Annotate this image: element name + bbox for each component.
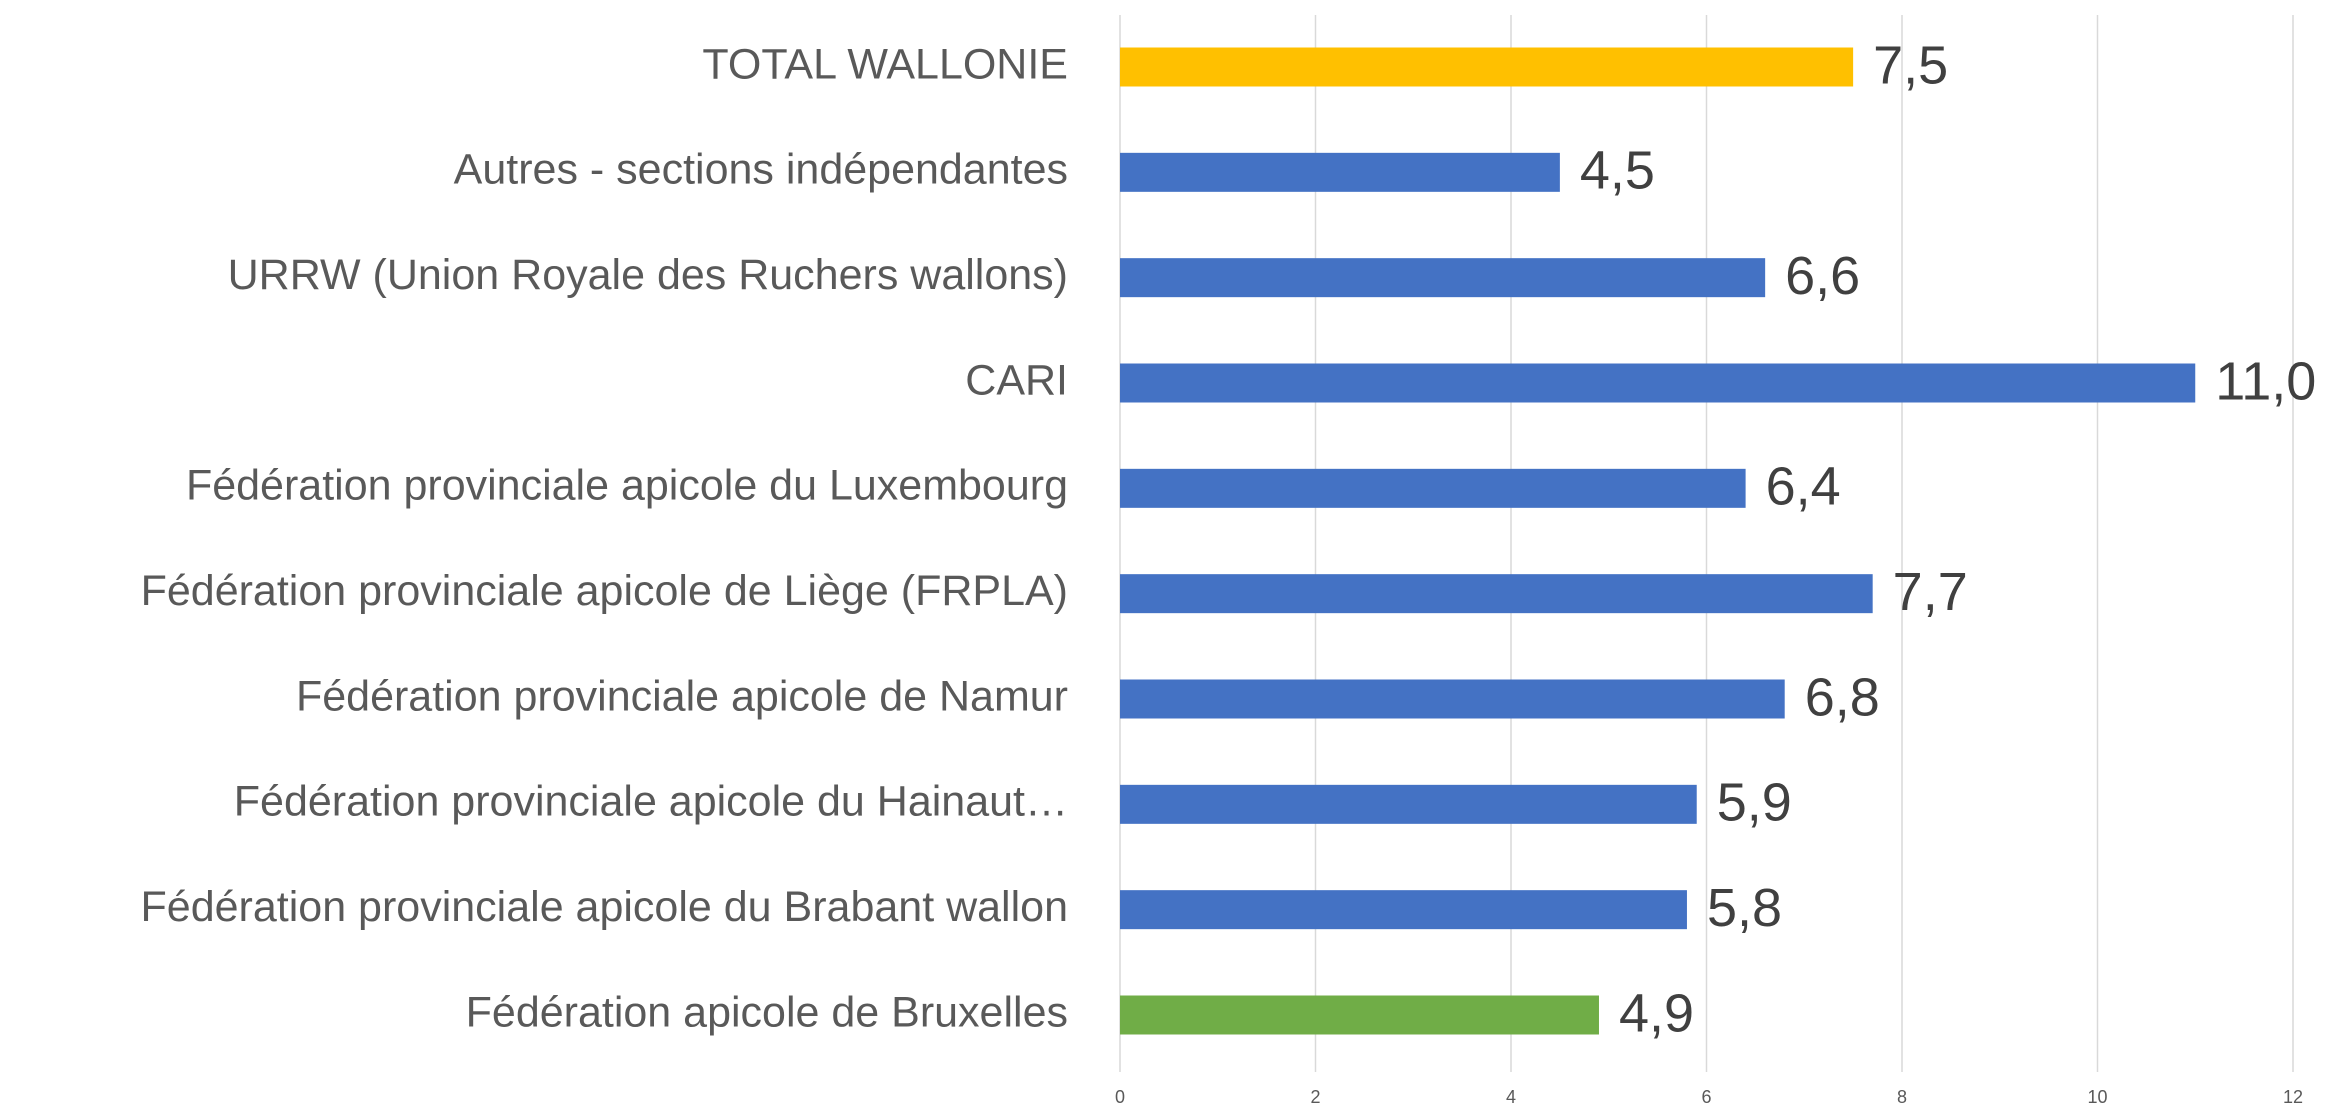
value-label: 7,5 [1873, 35, 1948, 95]
bar [1120, 47, 1854, 87]
value-label: 11,0 [2215, 351, 2316, 411]
value-label: 6,4 [1766, 457, 1841, 517]
bar [1120, 995, 1599, 1035]
x-tick-label: 0 [1115, 1087, 1125, 1107]
x-tick-label: 8 [1897, 1087, 1907, 1107]
bar [1120, 890, 1687, 930]
bar [1120, 574, 1873, 614]
x-tick-label: 6 [1701, 1087, 1711, 1107]
bar [1120, 258, 1766, 298]
value-label: 5,8 [1707, 878, 1782, 938]
category-label: Fédération provinciale apicole de Liège … [141, 567, 1068, 615]
x-tick-label: 12 [2283, 1087, 2303, 1107]
bar [1120, 363, 2196, 403]
bar [1120, 784, 1697, 824]
category-label: Fédération apicole de Bruxelles [466, 988, 1068, 1036]
category-label: Autres - sections indépendantes [454, 146, 1068, 194]
bar [1120, 152, 1560, 192]
value-label: 6,8 [1805, 667, 1880, 727]
category-label: CARI [965, 356, 1068, 404]
category-label: TOTAL WALLONIE [702, 40, 1068, 88]
bar [1120, 679, 1785, 719]
value-label: 4,5 [1580, 141, 1655, 201]
value-label: 4,9 [1619, 983, 1694, 1043]
category-label: Fédération provinciale apicole du Braban… [141, 883, 1068, 931]
value-label: 6,6 [1785, 246, 1860, 306]
x-tick-label: 2 [1310, 1087, 1320, 1107]
category-label: Fédération provinciale apicole de Namur [296, 672, 1068, 720]
category-label: Fédération provinciale apicole du Luxemb… [186, 462, 1068, 510]
category-label: Fédération provinciale apicole du Hainau… [234, 778, 1068, 826]
value-label: 5,9 [1717, 773, 1792, 833]
category-label: URRW (Union Royale des Ruchers wallons) [228, 251, 1068, 299]
x-tick-label: 10 [2087, 1087, 2107, 1107]
x-tick-label: 4 [1506, 1087, 1516, 1107]
bar [1120, 468, 1746, 508]
value-label: 7,7 [1893, 562, 1968, 622]
